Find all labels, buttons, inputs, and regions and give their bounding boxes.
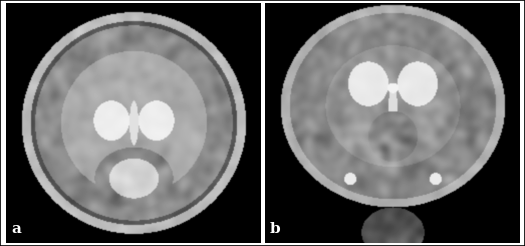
Text: a: a [12,222,21,236]
Text: b: b [270,222,280,236]
